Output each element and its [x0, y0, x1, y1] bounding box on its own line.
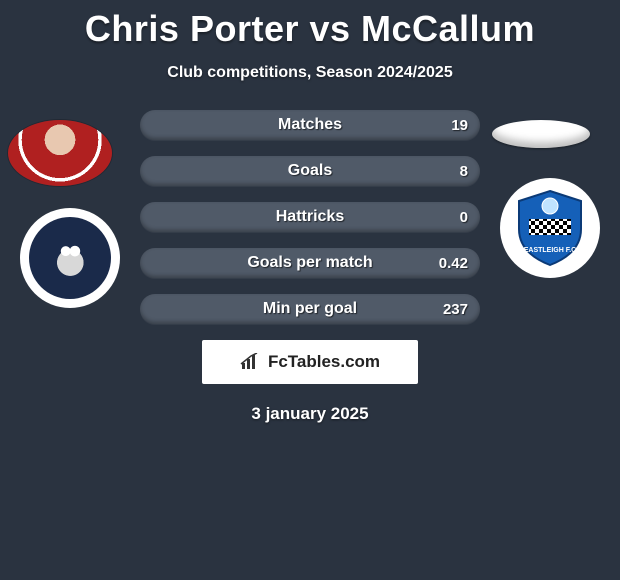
player-right-avatar — [492, 120, 590, 148]
stat-value: 0 — [460, 209, 468, 226]
branding-text: FcTables.com — [268, 352, 380, 372]
stat-value: 0.42 — [439, 255, 468, 272]
footer-date: 3 january 2025 — [0, 404, 620, 424]
stat-value: 19 — [451, 117, 468, 134]
stat-row-goals-per-match: Goals per match 0.42 — [140, 248, 480, 278]
club-left-crest — [20, 208, 120, 308]
stat-row-matches: Matches 19 — [140, 110, 480, 140]
stat-label: Min per goal — [140, 300, 480, 318]
branding-badge: FcTables.com — [202, 340, 418, 384]
stat-value: 237 — [443, 301, 468, 318]
page-subtitle: Club competitions, Season 2024/2025 — [0, 64, 620, 82]
club-right-crest: EASTLEIGH F.C — [500, 178, 600, 278]
stat-row-goals: Goals 8 — [140, 156, 480, 186]
stat-label: Goals per match — [140, 254, 480, 272]
stat-row-hattricks: Hattricks 0 — [140, 202, 480, 232]
svg-text:EASTLEIGH F.C: EASTLEIGH F.C — [524, 247, 577, 254]
stat-label: Hattricks — [140, 208, 480, 226]
stat-label: Matches — [140, 116, 480, 134]
stat-label: Goals — [140, 162, 480, 180]
bar-chart-icon — [240, 353, 262, 371]
page-title: Chris Porter vs McCallum — [0, 0, 620, 50]
stat-bars: Matches 19 Goals 8 Hattricks 0 Goals per… — [140, 110, 480, 324]
stat-row-min-per-goal: Min per goal 237 — [140, 294, 480, 324]
comparison-panel: EASTLEIGH F.C Matches 19 Goals 8 Hattric… — [0, 110, 620, 424]
player-left-avatar — [8, 120, 112, 186]
stat-value: 8 — [460, 163, 468, 180]
